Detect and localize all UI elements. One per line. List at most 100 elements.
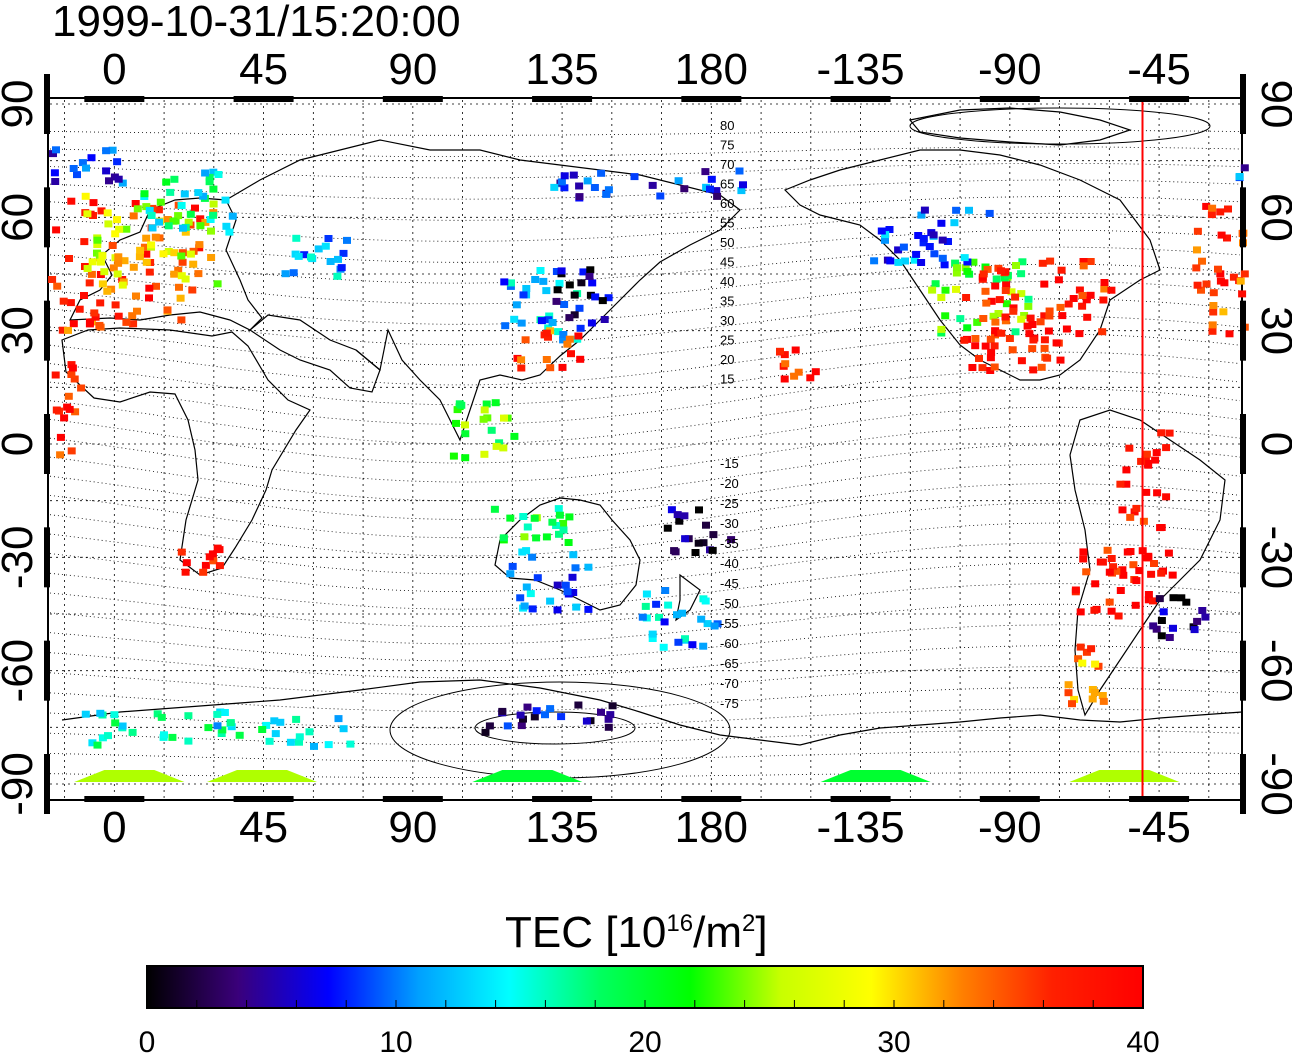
longitude-tick-label: 90: [388, 45, 437, 94]
tec-point: [963, 324, 972, 332]
tec-point: [1162, 493, 1171, 501]
tec-point: [567, 350, 575, 358]
tec-point: [1091, 580, 1100, 588]
tec-point: [135, 253, 144, 261]
tec-point: [648, 635, 657, 642]
tec-point: [153, 710, 162, 718]
tec-point: [673, 511, 682, 519]
tec-point: [1008, 346, 1017, 354]
tec-point: [1100, 279, 1109, 286]
tec-point: [539, 277, 548, 285]
contour-label: 40: [720, 274, 734, 289]
tec-point: [667, 506, 676, 514]
tec-point: [58, 326, 67, 334]
tec-point: [588, 279, 597, 287]
tec-point: [870, 257, 879, 265]
tec-point: [956, 315, 965, 323]
tec-point: [568, 573, 577, 581]
tec-point: [706, 185, 714, 193]
tec-point: [708, 546, 717, 554]
tec-point: [1130, 508, 1139, 516]
tec-point: [586, 291, 595, 299]
tec-point: [997, 267, 1005, 275]
tec-point: [519, 513, 528, 520]
latitude-tick-label: 90: [1252, 80, 1292, 129]
tec-point: [963, 258, 972, 266]
tec-point: [181, 228, 190, 236]
tec-point: [182, 559, 191, 567]
tec-point: [1091, 660, 1100, 668]
contour-line: [49, 351, 1241, 406]
latitude-tick-bar: [1240, 754, 1246, 814]
tec-point: [544, 333, 552, 341]
tec-point: [585, 272, 594, 280]
contour-line: [49, 603, 1241, 645]
latitude-tick-label: 0: [1252, 432, 1292, 456]
tec-point: [1156, 524, 1165, 532]
tec-point: [917, 259, 926, 266]
colorbar-tick-label: 10: [379, 1026, 412, 1057]
tec-point: [70, 375, 79, 383]
tec-point: [544, 316, 553, 324]
longitude-tick-bar: [532, 796, 593, 802]
tec-point: [1216, 270, 1225, 278]
tec-point: [530, 713, 539, 721]
tec-point: [712, 187, 721, 195]
tec-point: [678, 609, 687, 617]
tec-point: [148, 224, 157, 232]
tec-point: [83, 265, 92, 272]
tec-point: [110, 711, 119, 719]
tec-point: [656, 192, 665, 200]
timestamp-title: 1999-10-31/15:20:00: [52, 0, 461, 46]
contour-line: [49, 388, 1241, 445]
contour-line: [49, 522, 1241, 575]
tec-point: [181, 275, 190, 283]
tec-point: [673, 611, 681, 619]
contour-label: -65: [720, 656, 739, 671]
tec-point: [546, 705, 555, 713]
latitude-tick-bar: [44, 74, 50, 134]
tec-point: [938, 254, 947, 262]
tec-point: [207, 254, 216, 261]
tec-point: [960, 336, 969, 344]
longitude-tick-bar: [382, 796, 443, 802]
tec-point: [1159, 608, 1168, 616]
tec-point: [1011, 328, 1020, 336]
tec-point: [968, 364, 977, 371]
tec-point: [77, 384, 86, 392]
tec-point: [118, 722, 127, 730]
tec-point: [334, 255, 342, 263]
tec-point: [195, 241, 204, 249]
tec-point: [480, 406, 489, 414]
tec-point: [530, 514, 539, 522]
tec-point: [213, 710, 222, 718]
tec-point: [569, 551, 578, 559]
tec-point: [156, 198, 165, 206]
tec-point: [1220, 279, 1229, 287]
tec-point: [713, 192, 722, 200]
tec-point: [142, 258, 151, 266]
contour-label: -55: [720, 616, 739, 631]
tec-point: [1118, 566, 1127, 574]
latitude-tick-bar: [1240, 527, 1246, 588]
tec-point: [1098, 558, 1107, 566]
latitude-tick-label: 30: [0, 306, 42, 355]
tec-point: [163, 306, 172, 314]
tec-point: [1017, 270, 1026, 278]
tec-point: [1151, 456, 1160, 464]
tec-point: [487, 426, 496, 434]
contour-label: 65: [720, 177, 734, 192]
tec-point: [1129, 561, 1138, 569]
tec-point: [155, 218, 164, 226]
tec-point: [1071, 586, 1080, 594]
tec-point: [565, 335, 574, 343]
tec-point: [111, 230, 120, 238]
tec-point: [50, 169, 59, 177]
latitude-tick-bar: [44, 640, 50, 701]
tec-point: [516, 711, 525, 719]
tec-point: [1082, 568, 1091, 576]
tec-point: [209, 168, 218, 176]
tec-point: [600, 316, 609, 323]
contour-line: [49, 425, 1241, 483]
tec-point: [166, 188, 175, 196]
